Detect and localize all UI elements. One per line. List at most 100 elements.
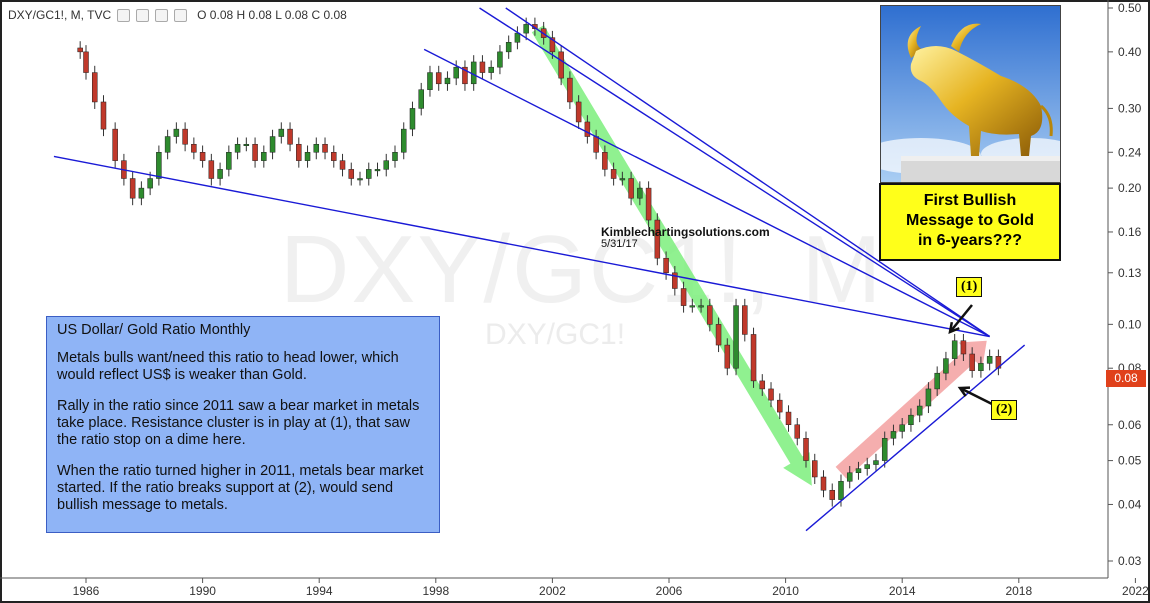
candle-body [715,324,722,346]
chart-header: DXY/GC1!, M, TVC O 0.08 H 0.08 L 0.08 C … [8,8,347,22]
candle-body [444,77,451,85]
annotation-pointers [948,304,993,406]
candle-body [129,178,136,199]
symbol-label[interactable]: DXY/GC1!, M, TVC [8,8,112,22]
candle-body [182,128,188,145]
candle-body [707,305,713,325]
pointer-1 [949,304,973,333]
pointer-2-head [957,386,971,397]
candle-body [829,489,835,500]
x-axis-ticks: 1986 1990 1994 1998 2002 2006 2010 2014 2018 2022 [73,578,1149,598]
eye-icon[interactable] [136,8,150,22]
candle-body [479,61,486,73]
candle-body [777,399,783,413]
candle-body [470,61,477,85]
candle-body [243,143,250,146]
x-tick-label: 1994 [306,584,333,598]
info-paragraph-3: When the ratio turned higher in 2011, me… [57,463,424,513]
candle-body [881,438,888,461]
candle-body [100,101,107,130]
candle-body [313,143,320,153]
candle-body [672,272,678,289]
candle-body [462,66,468,85]
marker-2: (2) [991,400,1018,420]
callout-box: First Bullish Message to Gold in 6-years… [879,183,1061,261]
candle-body [645,187,652,221]
candle-body [846,472,853,482]
x-tick-label: 2022 [1122,584,1149,598]
trendline [423,48,990,338]
candle-body [269,136,276,153]
x-tick-label: 2010 [772,584,799,598]
candle-body [374,169,381,172]
marker-1: (1) [956,277,983,297]
ohlc-readout: O 0.08 H 0.08 L 0.08 C 0.08 [197,8,347,22]
x-tick-label: 2018 [1005,584,1032,598]
candle-body [234,143,241,153]
candle-body [724,344,731,369]
candle-body [488,66,494,73]
candle-body [217,169,223,179]
x-tick-label: 2002 [539,584,566,598]
candle-body [960,340,967,355]
candle-body [969,353,975,371]
settings-icon[interactable] [155,8,169,22]
trendline [53,155,990,338]
y-tick-label: 0.03 [1118,554,1142,568]
candle-body [296,143,302,161]
candle-body [400,128,407,153]
candle-body [916,405,923,416]
trendline [505,7,991,338]
candle-body [208,160,215,179]
candle-body [199,152,206,161]
candle-body [873,460,879,465]
symbol-watermark: DXY/GC1!, M [280,216,884,323]
candle-body [951,340,958,359]
candle-body [785,411,792,426]
candle-body [164,136,171,153]
y-tick-label: 0.24 [1118,145,1142,159]
chevron-down-icon[interactable] [117,8,131,22]
candle-body [663,257,669,274]
pointer-1-head [948,321,960,335]
candle-body [191,143,197,153]
y-tick-label: 0.06 [1118,418,1142,432]
candle-body [628,178,634,199]
candle-body [864,464,870,469]
candle-body [348,169,355,179]
candle-body [567,77,573,103]
candle-body [768,388,774,401]
candle-body [138,187,145,199]
candle-body [383,160,389,170]
callout-line-3: in 6-years??? [917,232,1023,249]
candle-body [986,356,993,364]
trendline [479,7,991,338]
pointer-2 [959,386,993,406]
candle-body [855,468,862,474]
x-tick-label: 1990 [189,584,216,598]
candle-body [435,72,442,85]
candle-body [278,128,285,137]
candle-body [925,388,932,407]
candle-body [978,363,984,371]
candle-body [820,476,827,491]
x-tick-label: 2006 [656,584,683,598]
candle-body [584,121,591,137]
candle-body [147,178,153,189]
candle-body [261,152,267,161]
candle-body [803,438,809,461]
close-icon[interactable] [174,8,188,22]
y-tick-label: 0.50 [1118,1,1142,15]
candle-body [575,101,582,123]
candle-body [838,481,844,500]
candle-body [680,288,687,306]
candle-body [549,37,556,53]
candle-body [899,424,905,432]
candle-body [733,305,739,369]
candle-body [83,51,89,73]
candle-body [654,219,661,259]
candle-body [427,72,433,90]
candle-body [558,51,564,79]
candle-body [619,178,626,181]
